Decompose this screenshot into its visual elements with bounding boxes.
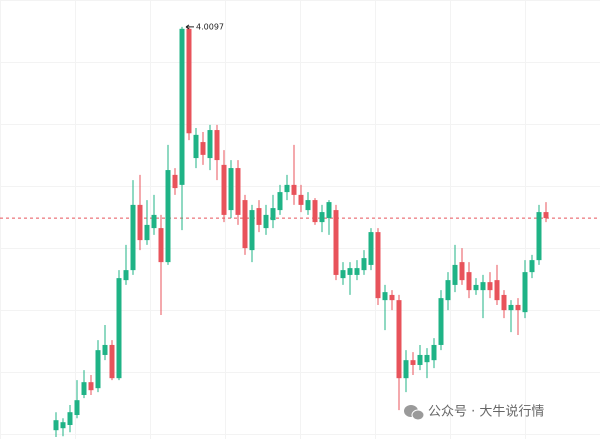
candle-body xyxy=(165,170,171,263)
candle-body xyxy=(214,130,220,161)
watermark: 公众号 · 大牛说行情 xyxy=(428,405,544,420)
candle-body xyxy=(277,192,283,211)
candle-body xyxy=(466,272,472,291)
candle-body xyxy=(200,142,206,155)
candle-body xyxy=(137,204,143,241)
candle-body xyxy=(410,360,416,365)
candle-body xyxy=(508,304,514,311)
candle-body xyxy=(67,412,73,425)
candle-body xyxy=(515,304,521,311)
candle-body xyxy=(487,282,493,291)
candle-body xyxy=(270,208,276,221)
candle-body xyxy=(116,278,122,379)
candle-body xyxy=(347,268,353,275)
max-label: 4.0097 xyxy=(196,22,224,31)
candle-body xyxy=(179,28,185,185)
candle-body xyxy=(151,214,157,229)
candle-body xyxy=(186,28,192,134)
candle-body xyxy=(543,212,549,219)
candle-body xyxy=(144,224,150,241)
candle-body xyxy=(95,350,101,389)
candle-body xyxy=(333,210,339,275)
candle-body xyxy=(291,184,297,195)
candle-body xyxy=(102,344,108,355)
candle-body xyxy=(326,202,332,219)
candle-body xyxy=(529,260,535,273)
candle-body xyxy=(473,284,479,291)
candle-body xyxy=(431,344,437,361)
candle-body xyxy=(403,360,409,379)
candle-body xyxy=(438,298,444,345)
candle-body xyxy=(207,130,213,159)
candle-body xyxy=(340,270,346,279)
candle-body xyxy=(109,344,115,379)
candle-body xyxy=(228,168,234,211)
candle-body xyxy=(312,200,318,223)
candle-body xyxy=(130,204,136,271)
candle-body xyxy=(417,354,423,365)
candle-body xyxy=(235,168,241,215)
candle-body xyxy=(305,200,311,211)
candle-body xyxy=(123,270,129,281)
candle-body xyxy=(319,212,325,223)
candle-body xyxy=(382,292,388,301)
watermark-icon xyxy=(404,405,425,421)
candle-body xyxy=(172,174,178,189)
candle-body xyxy=(368,232,374,265)
candle-body xyxy=(522,272,528,313)
candle-body xyxy=(424,354,430,363)
candle-body xyxy=(459,262,465,281)
candle-body xyxy=(494,280,500,301)
candle-body xyxy=(60,422,66,429)
candle-body xyxy=(242,200,248,249)
candle-body xyxy=(193,134,199,159)
candle-body xyxy=(249,210,255,251)
candle-body xyxy=(263,214,269,229)
max-arrow xyxy=(185,24,194,30)
candle-body xyxy=(53,420,59,431)
candle-body xyxy=(81,382,87,395)
candle-body xyxy=(284,184,290,193)
candle-body xyxy=(452,264,458,285)
candle-body xyxy=(389,294,395,301)
candle-body xyxy=(88,382,94,391)
candle-body xyxy=(480,282,486,291)
candle-body xyxy=(445,280,451,301)
candle-body xyxy=(375,232,381,299)
candle-body xyxy=(354,268,360,275)
candle-body xyxy=(536,212,542,261)
candle-body xyxy=(501,294,507,311)
candle-body xyxy=(256,208,262,225)
candle-body xyxy=(74,400,80,415)
candle-body xyxy=(298,194,304,205)
candle-body xyxy=(221,164,227,215)
candle-body xyxy=(361,258,367,271)
candle-body xyxy=(158,228,164,263)
candle-body xyxy=(396,300,402,379)
